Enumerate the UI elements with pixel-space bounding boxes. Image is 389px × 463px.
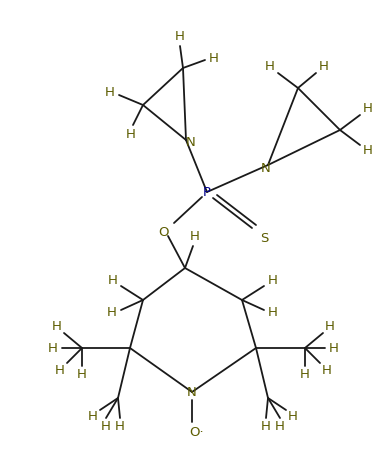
Text: N: N [187, 386, 197, 399]
Text: H: H [115, 420, 125, 433]
Text: O·: O· [190, 425, 204, 438]
Text: H: H [105, 87, 115, 100]
Text: H: H [55, 363, 65, 376]
Text: H: H [265, 61, 275, 74]
Text: H: H [126, 127, 136, 140]
Text: H: H [319, 61, 329, 74]
Text: H: H [77, 369, 87, 382]
Text: O: O [159, 225, 169, 238]
Text: H: H [261, 420, 271, 433]
Text: H: H [329, 342, 339, 355]
Text: H: H [209, 51, 219, 64]
Text: H: H [190, 231, 200, 244]
Text: H: H [288, 409, 298, 423]
Text: S: S [260, 232, 268, 244]
Text: H: H [108, 275, 118, 288]
Text: H: H [88, 409, 98, 423]
Text: H: H [325, 320, 335, 333]
Text: H: H [52, 320, 62, 333]
Text: H: H [363, 144, 373, 156]
Text: H: H [175, 31, 185, 44]
Text: N: N [261, 162, 271, 175]
Text: N: N [186, 137, 196, 150]
Text: H: H [322, 363, 332, 376]
Text: H: H [300, 369, 310, 382]
Text: H: H [107, 307, 117, 319]
Text: H: H [48, 342, 58, 355]
Text: P: P [203, 186, 211, 199]
Text: H: H [268, 275, 278, 288]
Text: H: H [101, 420, 111, 433]
Text: H: H [268, 307, 278, 319]
Text: H: H [363, 102, 373, 115]
Text: H: H [275, 420, 285, 433]
